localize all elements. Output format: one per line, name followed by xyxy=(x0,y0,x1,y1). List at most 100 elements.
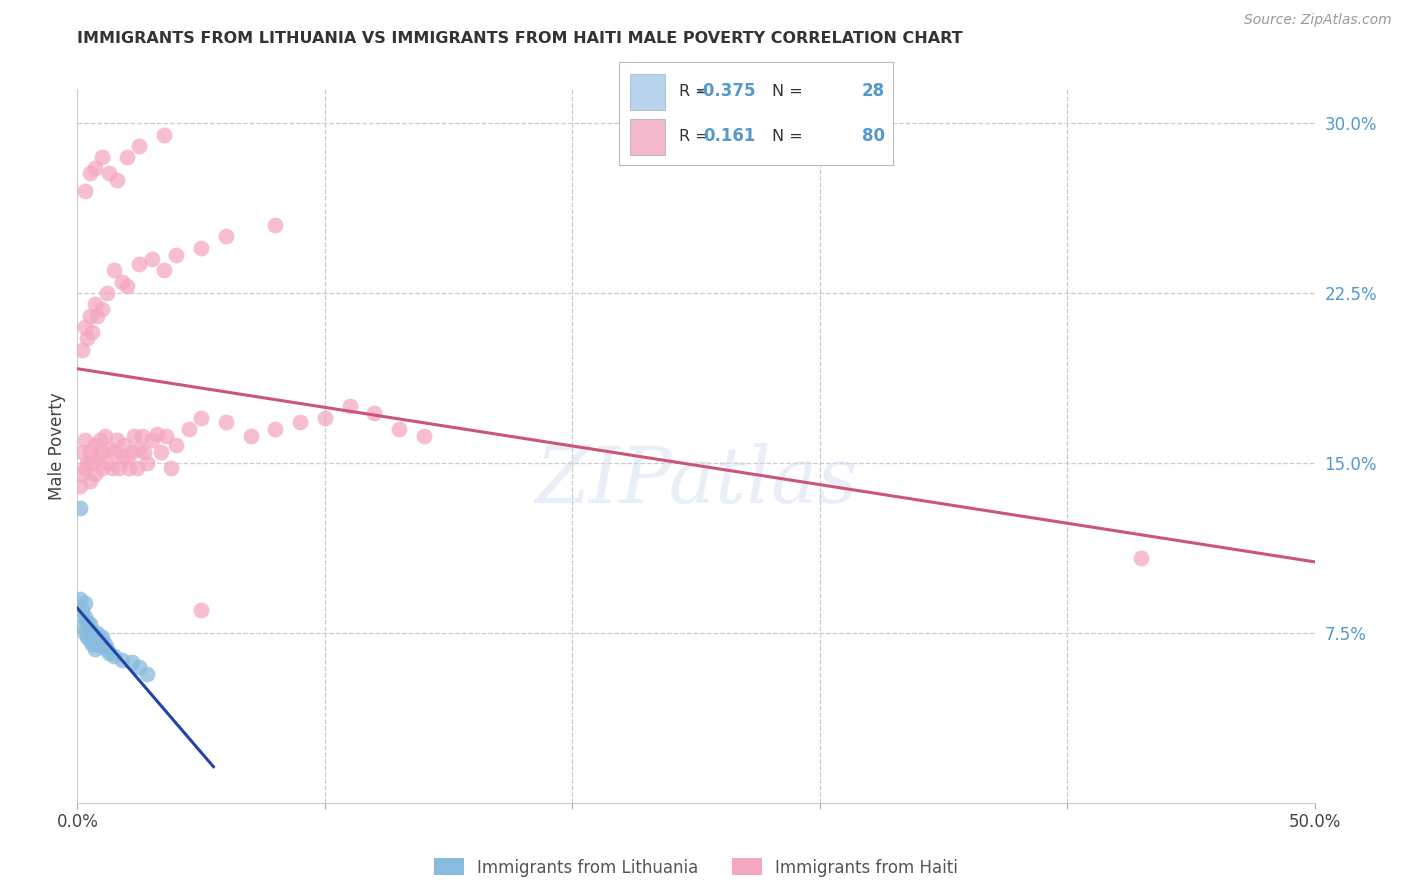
Point xyxy=(73,460,96,475)
Point xyxy=(215,415,238,429)
Point xyxy=(105,173,128,187)
Point xyxy=(73,320,96,334)
Point xyxy=(96,641,118,656)
Point xyxy=(115,279,138,293)
Point xyxy=(86,451,108,466)
Point xyxy=(153,128,176,142)
Point xyxy=(73,597,96,611)
Point xyxy=(339,400,361,414)
Point xyxy=(79,632,101,647)
Point xyxy=(72,467,94,482)
Point xyxy=(165,247,187,261)
Point xyxy=(111,449,134,463)
Text: 0.161: 0.161 xyxy=(703,128,756,145)
Point xyxy=(93,429,115,443)
Point xyxy=(150,444,173,458)
Point xyxy=(264,218,287,232)
Point xyxy=(91,460,114,475)
Point xyxy=(76,456,98,470)
Point xyxy=(83,467,105,482)
Point xyxy=(118,460,141,475)
Point xyxy=(155,429,177,443)
Point xyxy=(190,410,212,425)
Point xyxy=(145,426,167,441)
Point xyxy=(82,624,104,638)
Text: Source: ZipAtlas.com: Source: ZipAtlas.com xyxy=(1244,13,1392,28)
Point xyxy=(108,460,131,475)
Point xyxy=(91,640,114,654)
Y-axis label: Male Poverty: Male Poverty xyxy=(48,392,66,500)
Point xyxy=(115,451,138,466)
Point xyxy=(121,444,143,458)
Point xyxy=(264,422,287,436)
Point xyxy=(128,660,150,674)
Point xyxy=(165,438,187,452)
Text: 80: 80 xyxy=(862,128,884,145)
Point xyxy=(111,275,134,289)
Point xyxy=(76,615,98,629)
Point xyxy=(128,442,150,457)
Point xyxy=(79,474,101,488)
Point xyxy=(73,626,96,640)
Point xyxy=(83,641,105,656)
Point xyxy=(388,422,411,436)
Text: IMMIGRANTS FROM LITHUANIA VS IMMIGRANTS FROM HAITI MALE POVERTY CORRELATION CHAR: IMMIGRANTS FROM LITHUANIA VS IMMIGRANTS … xyxy=(77,31,963,46)
Point xyxy=(153,263,176,277)
Point xyxy=(1130,551,1153,566)
Point xyxy=(83,438,105,452)
Point xyxy=(103,263,125,277)
Point xyxy=(73,610,96,624)
Point xyxy=(215,229,238,244)
Point xyxy=(111,653,134,667)
Point xyxy=(82,325,104,339)
Point xyxy=(76,331,98,345)
Point xyxy=(96,286,118,301)
Point xyxy=(69,478,91,492)
Point xyxy=(69,591,91,606)
Point xyxy=(125,460,148,475)
Text: -0.375: -0.375 xyxy=(696,82,756,100)
Point xyxy=(121,656,143,670)
Point xyxy=(131,429,153,443)
Text: R =: R = xyxy=(679,128,709,144)
Point xyxy=(115,150,138,164)
Point xyxy=(128,257,150,271)
Point xyxy=(82,456,104,470)
Point xyxy=(105,434,128,448)
Point xyxy=(177,422,200,436)
Point xyxy=(160,460,183,475)
Point xyxy=(101,460,124,475)
Point xyxy=(79,616,101,631)
Point xyxy=(83,628,105,642)
Legend: Immigrants from Lithuania, Immigrants from Haiti: Immigrants from Lithuania, Immigrants fr… xyxy=(434,858,957,877)
Text: N =: N = xyxy=(772,84,803,99)
Point xyxy=(72,444,94,458)
Point xyxy=(83,297,105,311)
Point xyxy=(86,626,108,640)
Point xyxy=(73,184,96,198)
Point xyxy=(98,646,121,660)
Bar xyxy=(630,74,665,110)
Bar xyxy=(630,119,665,155)
Point xyxy=(314,410,336,425)
Point xyxy=(91,150,114,164)
Point xyxy=(86,309,108,323)
Point xyxy=(98,166,121,180)
Point xyxy=(91,631,114,645)
Point xyxy=(72,619,94,633)
Point xyxy=(239,429,262,443)
Text: N =: N = xyxy=(772,128,803,144)
Point xyxy=(103,444,125,458)
Point xyxy=(89,434,111,448)
Point xyxy=(363,406,385,420)
Point xyxy=(69,501,91,516)
Point xyxy=(86,637,108,651)
Point xyxy=(134,444,156,458)
Point xyxy=(73,434,96,448)
Point xyxy=(91,301,114,316)
Point xyxy=(82,637,104,651)
Text: 28: 28 xyxy=(862,82,884,100)
Point xyxy=(79,309,101,323)
Point xyxy=(288,415,311,429)
Point xyxy=(135,456,157,470)
